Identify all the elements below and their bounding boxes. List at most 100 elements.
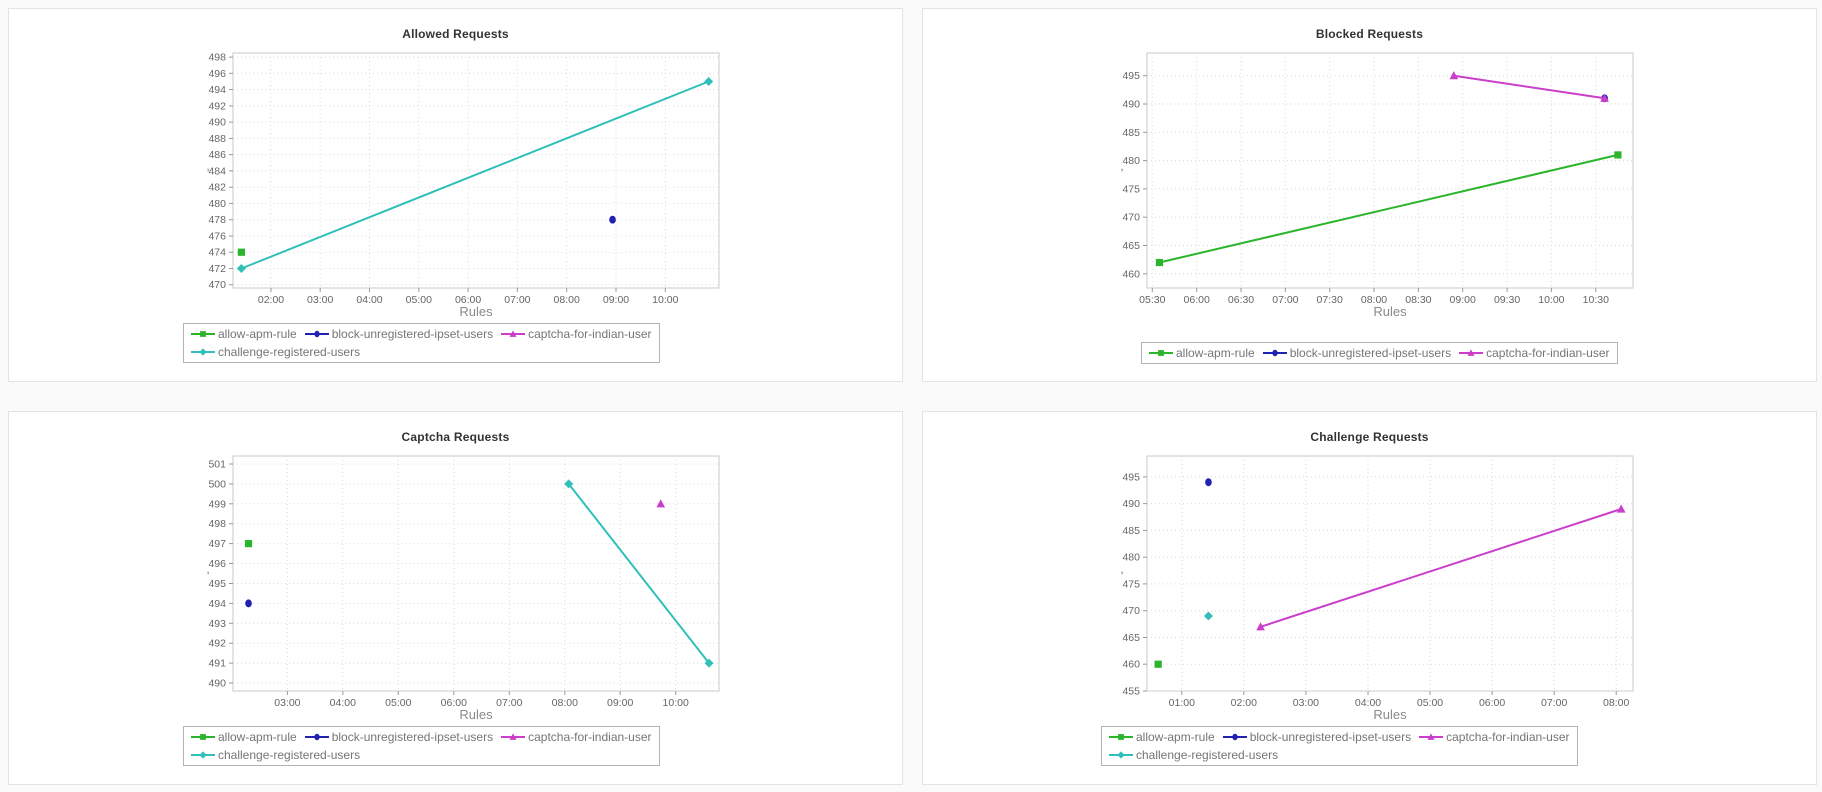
legend-row: allow-apm-rule block-unregistered-ipset-u… (1149, 344, 1610, 362)
blocked-requests-plot: 05:30 06:00 06:30 07:00 07:30 08:00 08:30 09:00… (1122, 52, 1634, 306)
y-tick-label: 490 (208, 117, 226, 129)
y-tick-label: 480 (1122, 155, 1140, 167)
triangle-marker (509, 330, 517, 337)
y-axis-label: , (206, 564, 210, 576)
x-axis-label: Rules (1373, 304, 1407, 319)
chart-card-challenge-requests: 01:00 02:00 03:00 04:00 05:00 06:00 07:00 08:00… (922, 411, 1817, 785)
legend-row: challenge-registered-users (1109, 746, 1570, 764)
y-tick-label: 455 (1122, 686, 1140, 698)
legend-label: captcha-for-indian-user (528, 327, 652, 341)
diamond-marker (704, 658, 714, 668)
chart-card-blocked-requests: 05:30 06:00 06:30 07:00 07:30 08:00 08:30 09:00… (922, 8, 1817, 382)
square-marker (1155, 258, 1164, 267)
x-tick-label: 06:00 (455, 294, 481, 306)
y-tick-label: 490 (208, 678, 226, 690)
y-tick-label: 492 (208, 638, 226, 650)
x-tick-label: 03:00 (274, 697, 300, 709)
legend-label: allow-apm-rule (218, 730, 297, 744)
plot-area (1146, 52, 1634, 289)
y-tick-label: 493 (208, 618, 226, 630)
circle-legend-icon (1222, 733, 1247, 741)
y-tick-label: 498 (208, 518, 226, 530)
square-legend-icon (1149, 350, 1173, 356)
x-tick-label: 05:00 (385, 697, 411, 709)
square-legend-icon (1109, 734, 1133, 740)
x-tick-label: 10:00 (1538, 294, 1564, 306)
y-tick-label: 494 (208, 84, 226, 96)
y-tick-label: 501 (208, 459, 226, 471)
y-tick-label: 490 (1122, 99, 1140, 111)
y-axis-label: , (1120, 161, 1124, 173)
series-line-allow-apm-rule (1159, 153, 1619, 264)
x-tick-label: 05:30 (1139, 294, 1165, 306)
legend-row: allow-apm-rule block-unregistered-ipset-u… (191, 325, 652, 343)
circle-legend-icon (304, 733, 329, 741)
triangle-marker (1427, 733, 1435, 740)
x-tick-label: 09:00 (607, 697, 633, 709)
diamond-marker (704, 76, 714, 86)
x-tick-label: 02:00 (1231, 697, 1257, 709)
legend-item-captcha-for-indian-user: captcha-for-indian-user (501, 325, 652, 343)
diamond-legend-icon (191, 751, 215, 759)
y-tick-label: 470 (1122, 212, 1140, 224)
y-tick-label: 496 (208, 558, 226, 570)
x-tick-label: 07:00 (504, 294, 530, 306)
legend-label: allow-apm-rule (1136, 730, 1215, 744)
y-tick-label: 496 (208, 68, 226, 80)
circle-marker (1232, 733, 1238, 741)
triangle-legend-icon (501, 330, 526, 337)
x-axis-label: Rules (1373, 707, 1407, 722)
x-tick-label: 07:00 (496, 697, 522, 709)
legend-item-captcha-for-indian-user: captcha-for-indian-user (1419, 728, 1570, 746)
y-tick-label: 491 (208, 658, 226, 670)
x-tick-label: 09:00 (1450, 294, 1476, 306)
square-marker (200, 734, 206, 740)
legend-item-challenge-registered-users: challenge-registered-users (1109, 746, 1278, 764)
legend-label: allow-apm-rule (1176, 346, 1255, 360)
y-tick-label: 482 (208, 182, 226, 194)
diamond-marker (1203, 611, 1213, 621)
chart-title: Allowed Requests (402, 27, 509, 41)
y-tick-label: 475 (1122, 578, 1140, 590)
chart-legend: allow-apm-rule block-unregistered-ipset-u… (183, 726, 660, 766)
y-tick-label: 465 (1122, 240, 1140, 252)
diamond-marker (564, 479, 574, 489)
y-tick-label: 460 (1122, 659, 1140, 671)
legend-item-captcha-for-indian-user: captcha-for-indian-user (1459, 344, 1610, 362)
legend-item-block-unregistered-ipset-users: block-unregistered-ipset-users (304, 728, 493, 746)
circle-marker (1272, 349, 1278, 357)
y-tick-label: 485 (1122, 127, 1140, 139)
chart-legend: allow-apm-rule block-unregistered-ipset-u… (1101, 726, 1578, 766)
chart-card-captcha-requests: 03:00 04:00 05:00 06:00 07:00 08:00 09:00 10:00… (8, 411, 903, 785)
y-axis-label: , (1120, 564, 1124, 576)
x-tick-label: 08:00 (552, 697, 578, 709)
y-tick-label: 472 (208, 263, 226, 275)
square-marker (1158, 350, 1164, 356)
square-marker (1154, 660, 1162, 668)
chart-card-allowed-requests: 02:00 03:00 04:00 05:00 06:00 07:00 08:00 09:00… (8, 8, 903, 382)
x-tick-label: 04:00 (1355, 697, 1381, 709)
legend-item-challenge-registered-users: challenge-registered-users (191, 343, 360, 361)
challenge-requests-plot: 01:00 02:00 03:00 04:00 05:00 06:00 07:00 08:00… (1122, 455, 1634, 709)
x-tick-label: 09:00 (603, 294, 629, 306)
x-axis-label: Rules (459, 304, 493, 319)
legend-item-allow-apm-rule: allow-apm-rule (191, 325, 297, 343)
legend-label: challenge-registered-users (1136, 748, 1279, 762)
diamond-marker (1117, 751, 1125, 759)
circle-legend-icon (304, 330, 329, 338)
x-tick-label: 10:30 (1583, 294, 1609, 306)
triangle-marker (1616, 504, 1626, 513)
allowed-requests-plot: 02:00 03:00 04:00 05:00 06:00 07:00 08:00 09:00… (208, 52, 720, 306)
legend-row: challenge-registered-users (191, 343, 652, 361)
y-tick-label: 460 (1122, 268, 1140, 280)
legend-item-allow-apm-rule: allow-apm-rule (1109, 728, 1215, 746)
x-tick-label: 06:00 (1479, 697, 1505, 709)
diamond-marker (199, 751, 207, 759)
legend-row: allow-apm-rule block-unregistered-ipset-u… (1109, 728, 1570, 746)
y-tick-label: 497 (208, 538, 226, 550)
series-line-challenge-registered-users (567, 483, 710, 664)
y-tick-label: 492 (208, 100, 226, 112)
triangle-legend-icon (1419, 733, 1444, 740)
x-tick-label: 07:00 (1541, 697, 1567, 709)
circle-marker (314, 733, 320, 741)
